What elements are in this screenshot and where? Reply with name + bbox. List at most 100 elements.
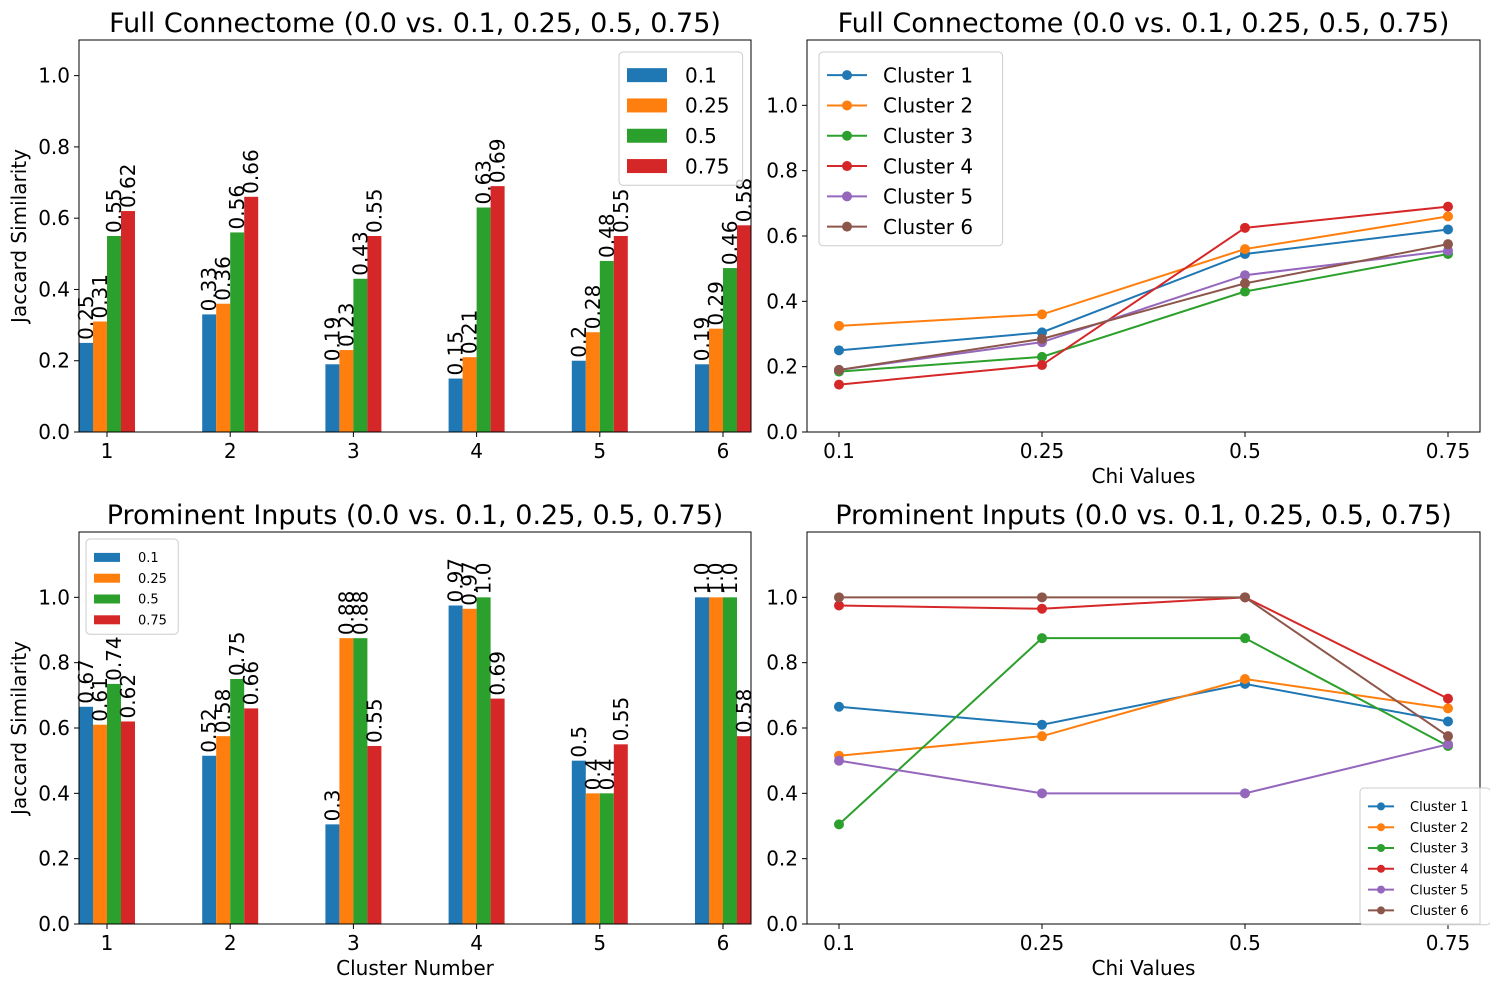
x-tick-label: 3 [347, 439, 360, 463]
legend-marker [842, 221, 852, 232]
series-line [839, 596, 1449, 737]
data-point [834, 320, 844, 331]
data-point [834, 701, 844, 712]
y-tick-label: 0.2 [766, 355, 798, 379]
x-axis-label: Chi Values [1092, 464, 1196, 488]
y-tick-label: 0.6 [766, 716, 798, 740]
legend-frame [618, 51, 744, 186]
legend-frame [85, 538, 179, 635]
legend-label: Cluster 5 [1410, 883, 1469, 898]
chart-title: Full Connectome (0.0 vs. 0.1, 0.25, 0.5,… [109, 8, 721, 39]
bar [230, 679, 245, 924]
bar-value-label: 0.69 [486, 139, 510, 184]
y-tick-label: 0.4 [766, 781, 798, 805]
bar [244, 196, 259, 432]
data-point [1443, 739, 1453, 750]
data-point [1240, 674, 1250, 684]
bar [325, 364, 340, 432]
legend-label: 0.5 [685, 124, 717, 148]
x-tick-label: 2 [224, 931, 237, 955]
data-point [834, 755, 844, 766]
legend-marker [1377, 823, 1385, 832]
x-tick-label: 0.75 [1426, 931, 1471, 955]
data-point [1037, 309, 1047, 320]
data-point [1240, 278, 1250, 289]
bar [79, 342, 93, 432]
bar [490, 698, 505, 924]
bar-value-label: 0.75 [225, 631, 249, 676]
legend: 0.1 0.25 0.5 0.75 [85, 538, 179, 635]
y-axis-label: Jaccard Similarity [7, 641, 31, 817]
bar [367, 745, 382, 924]
bar [244, 708, 259, 924]
bar-value-label: 0.55 [609, 188, 633, 233]
bar [613, 744, 628, 924]
bar [599, 793, 614, 924]
legend-label: 0.1 [138, 551, 159, 566]
legend-label: Cluster 6 [883, 215, 973, 239]
legend: Cluster 1 Cluster 2 Cluster 3 Cluster 4 Clus… [818, 51, 1004, 247]
axes-frame [806, 531, 1481, 925]
legend-marker [842, 191, 852, 202]
bar-value-label: 0.4 [581, 759, 605, 791]
series-line [838, 205, 1449, 386]
data-point [1240, 222, 1250, 233]
data-point [1240, 633, 1250, 644]
data-point [1443, 693, 1453, 704]
bar-value-label: 0.55 [362, 698, 386, 743]
legend-label: Cluster 5 [883, 185, 973, 209]
series-line [838, 682, 1449, 726]
bar-value-label: 1.0 [690, 563, 714, 595]
legend: 0.1 0.25 0.5 0.75 [618, 51, 744, 186]
legend-label: 0.1 [685, 63, 717, 87]
data-point [834, 819, 844, 830]
legend-swatch [94, 552, 120, 562]
legend-swatch [627, 128, 667, 143]
bar [613, 236, 628, 432]
bar [585, 332, 600, 432]
axes-frame [78, 531, 752, 925]
x-tick-label: 0.1 [823, 931, 855, 955]
bar [216, 303, 231, 432]
data-point [1443, 239, 1453, 250]
legend-marker [1377, 885, 1385, 894]
y-tick-label: 0.0 [766, 420, 798, 444]
bar-value-label: 0.69 [486, 651, 510, 696]
x-tick-label: 5 [593, 439, 606, 463]
legend-label: 0.5 [138, 593, 159, 608]
x-tick-label: 0.1 [823, 439, 855, 463]
y-tick-label: 1.0 [766, 585, 798, 609]
legend-label: Cluster 4 [1410, 862, 1469, 877]
data-point [1240, 788, 1250, 799]
legend-label: Cluster 2 [883, 94, 973, 118]
bar-value-label: 0.58 [732, 689, 756, 734]
y-tick-label: 0.4 [38, 277, 70, 301]
data-point [1037, 333, 1047, 344]
data-point [1240, 244, 1250, 255]
y-tick-label: 0.0 [38, 420, 70, 444]
bar [202, 755, 217, 924]
y-axis-label: Jaccard Similarity [7, 149, 31, 325]
bar [107, 683, 121, 924]
legend-label: Cluster 1 [1410, 800, 1469, 815]
legend-swatch [94, 615, 120, 625]
axes-frame [806, 39, 1481, 433]
data-point [1037, 788, 1047, 799]
data-point [1443, 703, 1453, 714]
x-axis-label: Cluster Number [336, 956, 494, 980]
legend-swatch [94, 573, 120, 583]
bar [121, 721, 135, 924]
bar-chart-3: 0.0 0.2 0.4 0.6 0.8 1.0 Prominent Inputs (0.0 … [7, 500, 756, 980]
y-tick-label: 1.0 [38, 585, 70, 609]
series-line [838, 228, 1449, 352]
y-tick-label: 0.0 [766, 912, 798, 936]
bar [353, 278, 368, 432]
chart-title: Full Connectome (0.0 vs. 0.1, 0.25, 0.5,… [838, 8, 1450, 39]
series-line [838, 637, 1449, 826]
series-line [838, 677, 1449, 757]
y-tick-label: 0.8 [766, 651, 798, 675]
bar [462, 608, 477, 924]
x-tick-label: 6 [717, 931, 730, 955]
bar [79, 706, 93, 924]
